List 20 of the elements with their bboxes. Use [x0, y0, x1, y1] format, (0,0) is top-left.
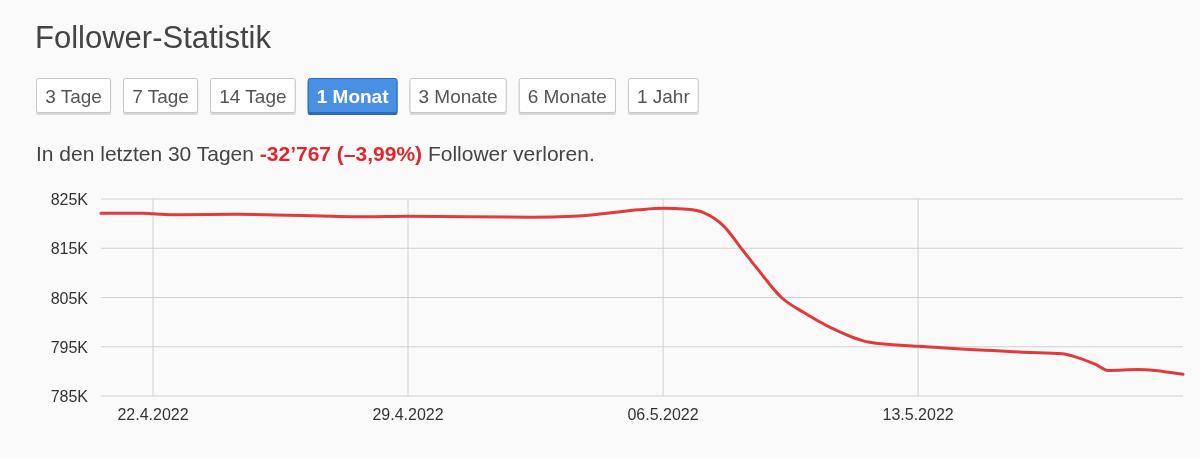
y-tick-label: 825K [50, 191, 89, 208]
button[interactable]: 14 Tage [210, 78, 296, 115]
x-tick-label: 22.4.2022 [117, 406, 189, 423]
text: In den letzten 30 Tagen [36, 142, 254, 165]
chart-title: Follower-Statistik [35, 20, 272, 55]
x-tick-label: 13.5.2022 [882, 406, 954, 423]
button[interactable]: 6 Monate [518, 78, 616, 115]
y-tick-label: 785K [50, 388, 89, 405]
button[interactable]: 3 Tage [36, 78, 112, 115]
x-tick-label: 06.5.2022 [627, 406, 699, 423]
x-tick-label: 29.4.2022 [372, 406, 444, 423]
y-tick-label: 795K [50, 338, 89, 356]
text: Follower verloren. [422, 142, 595, 165]
y-tick-label: 805K [50, 289, 89, 307]
button[interactable]: 1 Jahr [627, 78, 699, 115]
button[interactable]: 7 Tage [123, 78, 199, 115]
text: -32’767 (–3,99%) [253, 142, 423, 165]
y-tick-label: 815K [50, 240, 89, 258]
line-series [99, 206, 1185, 376]
button[interactable]: 3 Monate [409, 78, 507, 115]
